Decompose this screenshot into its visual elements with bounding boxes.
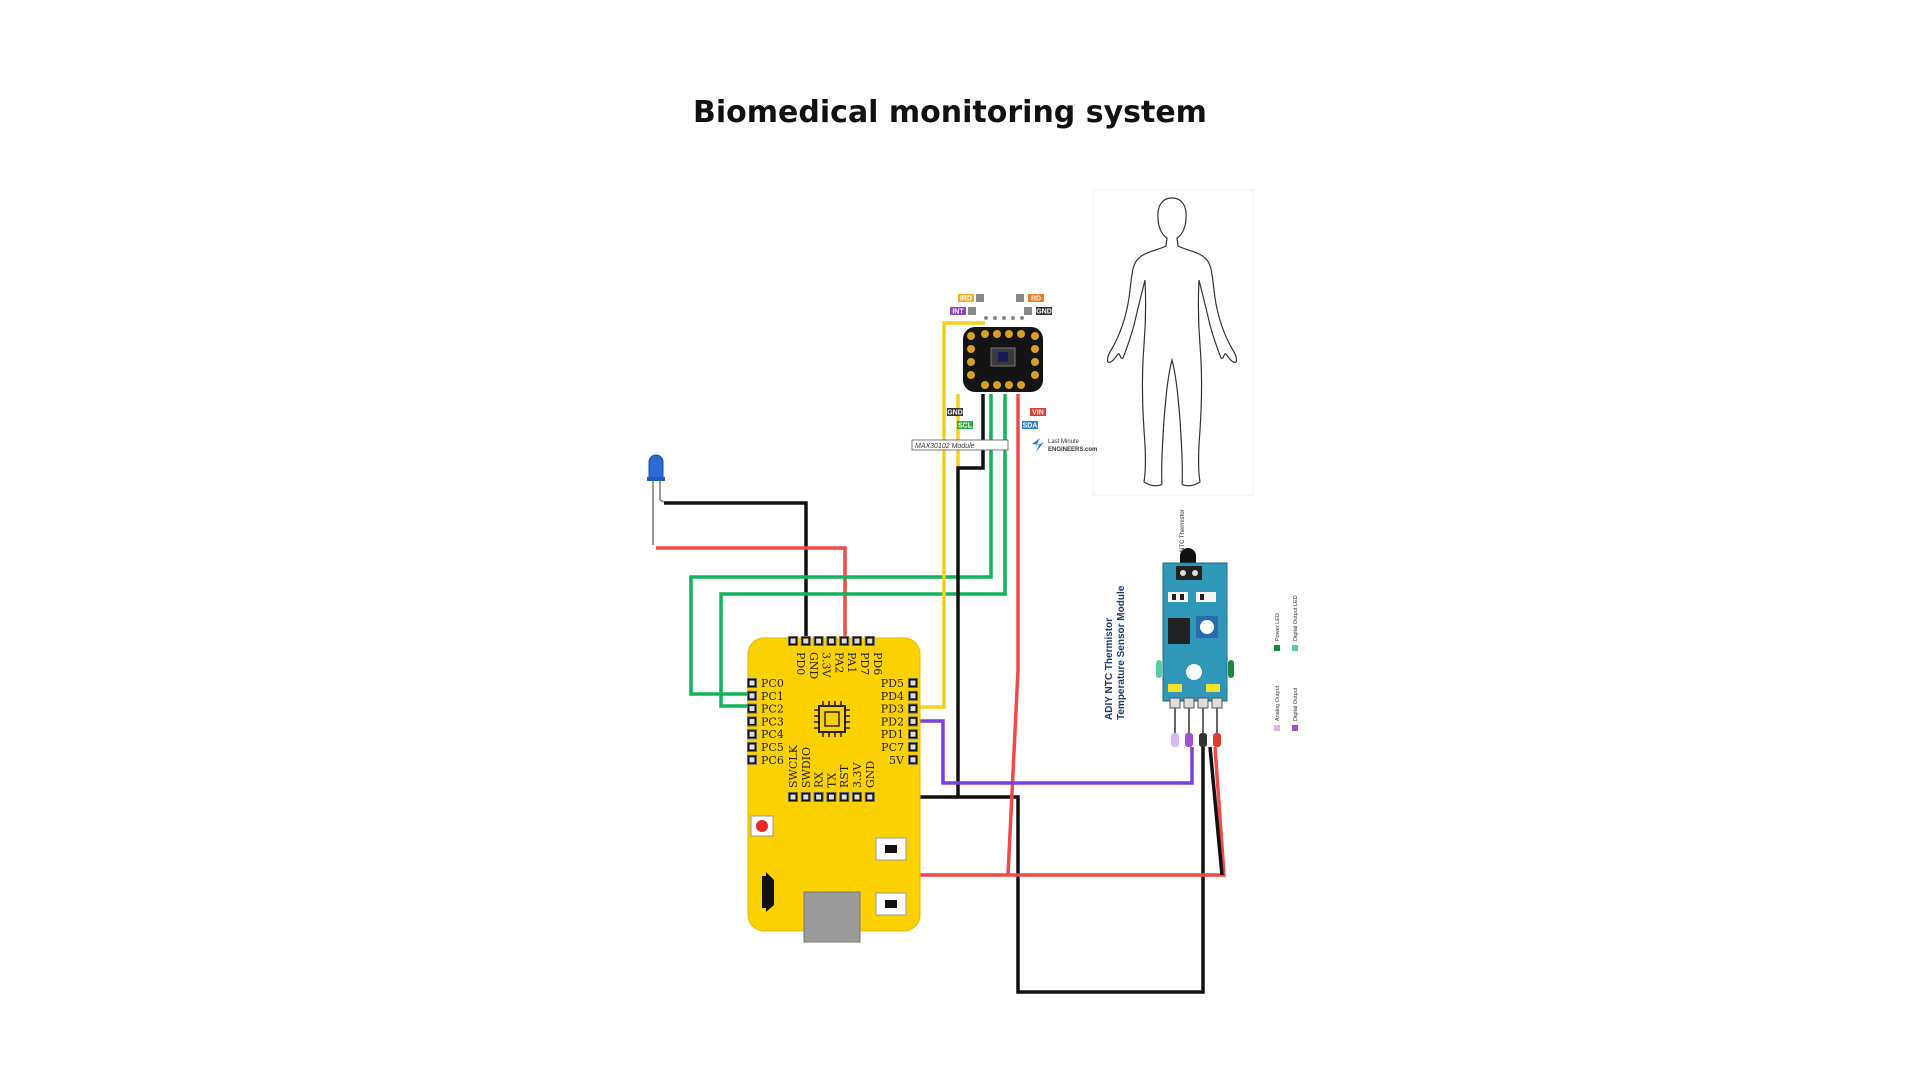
chip-icon: [814, 701, 850, 737]
svg-text:ENGINEERS.com: ENGINEERS.com: [1048, 447, 1097, 453]
board-pin-label: PC0: [761, 677, 784, 690]
wire-therm-gnd: [1208, 746, 1224, 876]
max-tag-gnd-label: GND: [947, 410, 963, 417]
max-tag-rd-label: RD: [1031, 296, 1041, 303]
wire-led-gnd: [664, 501, 808, 640]
board-pin-label: PC7: [881, 741, 904, 754]
blue-led: [647, 454, 669, 545]
svg-text:Last Minute: Last Minute: [1048, 439, 1080, 445]
board-pin-label: 3.3V: [851, 762, 864, 788]
board-pin-label: PD4: [881, 690, 904, 703]
board-pin-label: RST: [838, 764, 851, 788]
wire-vin-red: [1006, 394, 1020, 876]
legend-swatch: [1274, 645, 1280, 651]
board-pin-label: PC3: [761, 715, 784, 728]
max-tag-vin-label: VIN: [1032, 410, 1044, 417]
max-tag-scl: [957, 421, 973, 429]
board-pin-label: PA2: [832, 652, 845, 673]
board-pin-label: PA1: [845, 652, 858, 673]
microcontroller-board: PD0 GND 3.3V PA2 PA1 PD7 PD6 PC0PC1PC2PC3PC4PC…: [747, 636, 921, 943]
board-pin-label: PD6: [871, 652, 884, 675]
board-pin-label: GND: [807, 652, 820, 679]
max-tag-scl-label: SCL: [958, 423, 973, 430]
max-tag-vin: [1030, 408, 1046, 416]
wire-led-pa1: [656, 546, 847, 640]
board-pin-label: PD2: [881, 715, 904, 728]
wire-max-gnd: [956, 394, 1205, 994]
reset-led-icon: [756, 820, 768, 832]
board-pin-label: PD0: [794, 652, 807, 675]
svg-text:MAX30102 Module: MAX30102 Module: [915, 443, 975, 450]
legend-label: Digital Output LED: [1293, 595, 1299, 641]
board-pin-label: PD7: [858, 652, 871, 675]
board-pin-label: 3.3V: [820, 652, 833, 678]
max-tag-ird-label: IRD: [960, 296, 972, 303]
max-tag-sda: [1022, 421, 1038, 429]
last-minute-engineers-logo: Last Minute ENGINEERS.com: [1032, 438, 1097, 453]
legend-label: Analog Output: [1275, 685, 1281, 721]
board-pin-label: RX: [813, 772, 826, 788]
board-pin-label: SWCLK: [787, 744, 800, 788]
wire-sda-green: [719, 394, 1007, 708]
wire-scl-green: [689, 394, 993, 696]
max-tag-sda-label: SDA: [1023, 423, 1038, 430]
wire-int-yellow: [910, 321, 985, 709]
board-pin-label: PC1: [761, 690, 784, 703]
legend-label: Digital Output: [1293, 687, 1299, 721]
board-pin-label: TX: [825, 773, 838, 788]
max30102-module: IRD INT RD GND GND SCL VIN SDA MAX30102 Module…: [911, 294, 1097, 453]
board-pin-label: GND: [864, 761, 877, 788]
legend-swatch: [1292, 645, 1298, 651]
potentiometer-icon: [1200, 620, 1214, 634]
board-pin-label: PD1: [881, 728, 904, 741]
board-pin-label: PC2: [761, 703, 784, 716]
legend-label: Power LED: [1275, 613, 1281, 641]
max-tag-gnd: [1036, 307, 1052, 315]
max-tag-gnd-label: GND: [1036, 309, 1052, 316]
wire-pd2-purple: [910, 719, 1194, 785]
max-tag-gnd: [947, 408, 963, 416]
svg-text:NTC Thermistor: NTC Thermistor: [1180, 509, 1186, 552]
svg-text:ADIY NTC Thermistor: ADIY NTC Thermistor: [1104, 618, 1115, 720]
svg-text:Temperature Sensor Module: Temperature Sensor Module: [1116, 585, 1127, 720]
board-pin-label: PC6: [761, 754, 784, 767]
board-pin-label: PD5: [881, 677, 904, 690]
board-pin-label: SWDIO: [800, 747, 813, 788]
board-pin-label: PC4: [761, 728, 784, 741]
human-body-figure: [1092, 189, 1254, 496]
ntc-thermistor-module: NTC Thermistor ADIY NTC Thermistor Tem: [1104, 509, 1299, 747]
legend-swatch: [1292, 725, 1298, 731]
legend-swatch: [1274, 725, 1280, 731]
board-pin-label: PD3: [881, 703, 904, 716]
max-tag-int: [950, 307, 966, 315]
diagram-title: Biomedical monitoring system: [693, 95, 1207, 130]
max-tag-ird: [958, 294, 974, 302]
max-tag-rd: [1028, 294, 1044, 302]
board-pin-label: PC5: [761, 741, 784, 754]
max-tag-int-label: INT: [952, 309, 964, 316]
board-pin-label: 5V: [889, 754, 905, 767]
